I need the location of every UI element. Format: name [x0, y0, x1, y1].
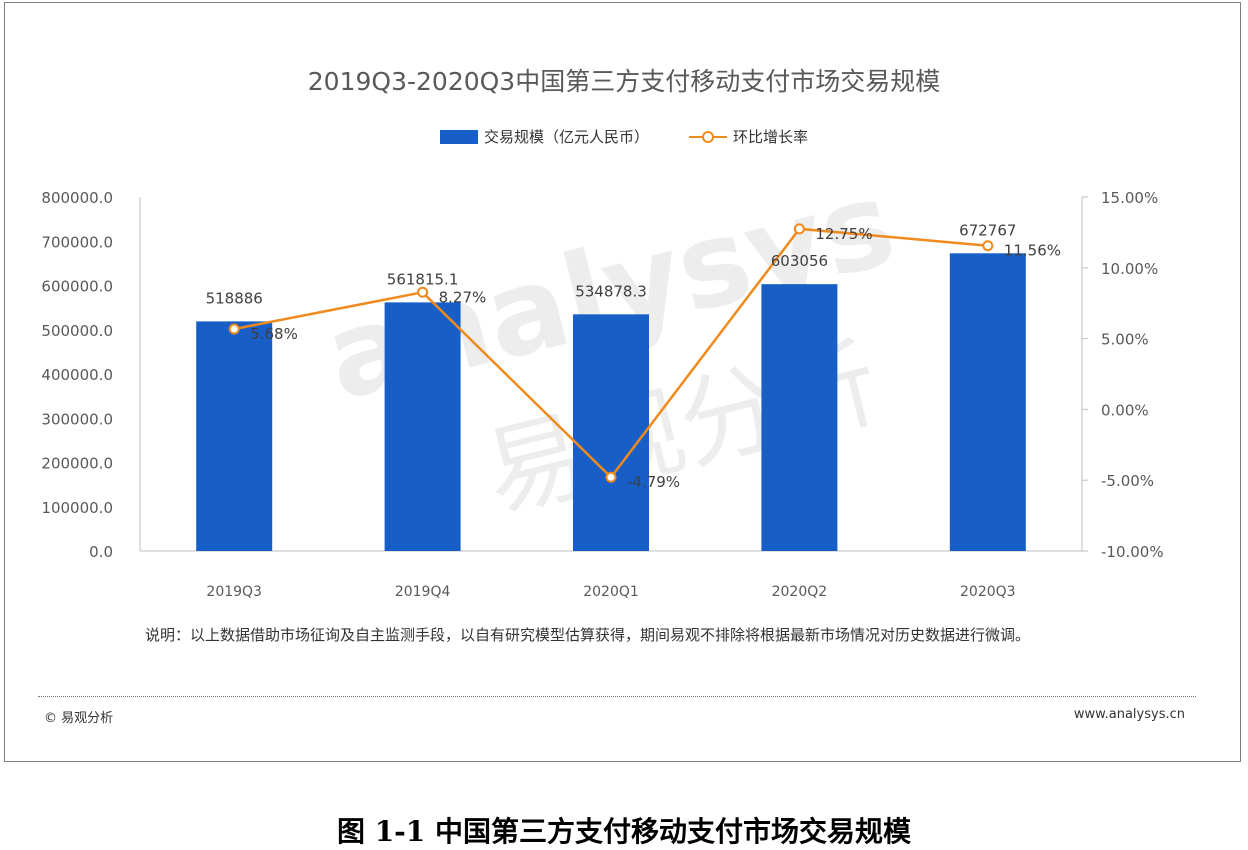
y-left-tick-label: 300000.0: [41, 410, 113, 428]
bar: [761, 284, 838, 551]
x-tick-label: 2019Q4: [395, 584, 451, 600]
chart-title: 2019Q3-2020Q3中国第三方支付移动支付市场交易规模: [307, 67, 941, 96]
legend-line-label: 环比增长率: [733, 128, 809, 146]
x-tick-label: 2020Q1: [583, 584, 639, 600]
y-left-tick-label: 500000.0: [41, 322, 113, 340]
bar-value-label: 672767: [959, 221, 1016, 239]
growth-point: [982, 240, 994, 252]
y-left-tick-label: 200000.0: [41, 455, 113, 473]
x-tick-label: 2020Q2: [772, 584, 828, 600]
bar: [196, 321, 273, 551]
y-left-tick-label: 100000.0: [41, 499, 113, 517]
bar-value-label: 603056: [771, 252, 828, 270]
y-right-tick-label: 5.00%: [1101, 331, 1149, 349]
growth-value-label: 11.56%: [1004, 242, 1061, 260]
bar: [949, 253, 1026, 551]
x-tick-label: 2019Q3: [206, 584, 262, 600]
y-left-tick-label: 800000.0: [41, 189, 113, 207]
legend-line-swatch: [689, 130, 727, 144]
footer-divider: [38, 696, 1196, 697]
chart-legend: 交易规模（亿元人民币） 环比增长率: [0, 126, 1248, 147]
y-right-tick-label: -5.00%: [1101, 472, 1154, 490]
growth-value-label: 8.27%: [439, 288, 487, 306]
growth-value-label: 5.68%: [250, 325, 298, 343]
y-right-tick-label: 0.00%: [1101, 401, 1149, 419]
y-right-tick-label: 10.00%: [1101, 260, 1158, 278]
footer-website: www.analysys.cn: [1073, 707, 1185, 722]
bar: [384, 302, 461, 551]
y-right-tick-label: -10.00%: [1101, 543, 1164, 561]
x-tick-label: 2020Q3: [960, 584, 1016, 600]
legend-bar-swatch: [439, 129, 478, 144]
y-left-tick-label: 700000.0: [41, 233, 113, 251]
bar-value-label: 561815.1: [387, 270, 459, 288]
bar: [573, 314, 649, 551]
bar-value-label: 518886: [206, 289, 263, 307]
y-left-tick-label: 600000.0: [41, 278, 113, 296]
growth-point: [417, 286, 429, 298]
legend-bar-label: 交易规模（亿元人民币）: [483, 128, 649, 146]
footer-copyright: © 易观分析: [44, 711, 114, 726]
growth-point: [228, 323, 240, 335]
chart-note: 说明：以上数据借助市场征询及自主监测手段，以自有研究模型估算获得，期间易观不排除…: [145, 626, 1031, 644]
y-left-tick-label: 0.0: [89, 543, 113, 561]
figure-caption: 图 1-1 中国第三方支付移动支付市场交易规模: [336, 815, 912, 848]
bar-value-label: 534878.3: [575, 282, 647, 300]
y-right-tick-label: 15.00%: [1101, 189, 1158, 207]
growth-point: [605, 471, 617, 483]
growth-point: [793, 223, 805, 235]
growth-value-label: -4.79%: [627, 473, 680, 491]
legend-item-line: 环比增长率: [689, 126, 808, 147]
growth-value-label: 12.75%: [815, 225, 872, 243]
y-left-tick-label: 400000.0: [41, 366, 113, 384]
legend-item-bar: 交易规模（亿元人民币）: [439, 126, 649, 147]
